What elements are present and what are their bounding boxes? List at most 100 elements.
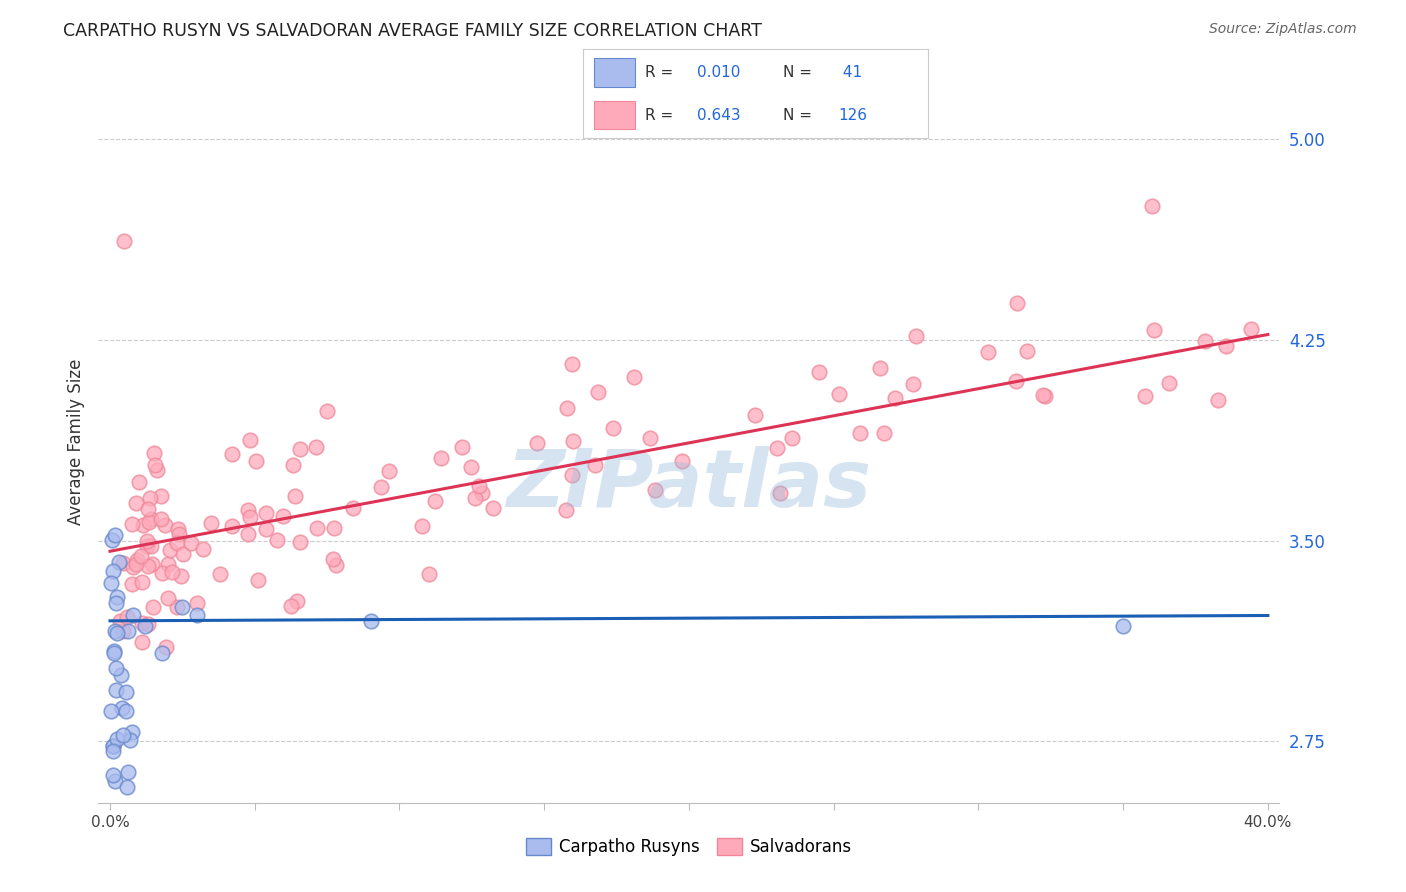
Point — [468, 479, 491, 493]
Point — [221, 447, 243, 461]
Point — [172, 600, 194, 615]
Point — [105, 626, 128, 640]
Point — [1033, 389, 1056, 403]
Point — [104, 528, 127, 542]
Point — [280, 599, 302, 614]
Point — [283, 458, 305, 472]
Text: 0.643: 0.643 — [697, 108, 741, 122]
Point — [1017, 344, 1039, 359]
Point — [110, 615, 132, 629]
Point — [125, 553, 148, 567]
Point — [112, 728, 135, 742]
Point — [138, 515, 160, 529]
Point — [342, 501, 364, 516]
Point — [131, 575, 153, 590]
Point — [1005, 295, 1028, 310]
Point — [254, 522, 277, 536]
Point — [139, 539, 162, 553]
Point — [150, 566, 173, 580]
Point — [117, 764, 139, 779]
Point — [378, 464, 401, 478]
Point — [977, 345, 1000, 359]
Point — [136, 534, 159, 549]
Text: R =: R = — [645, 108, 679, 122]
Point — [254, 506, 277, 520]
Point — [1133, 389, 1156, 403]
Point — [766, 442, 789, 456]
Point — [134, 619, 156, 633]
Text: N =: N = — [783, 108, 817, 122]
Point — [100, 704, 122, 718]
Point — [238, 526, 260, 541]
Point — [266, 533, 288, 547]
Point — [129, 549, 152, 564]
Point — [115, 704, 138, 718]
Point — [115, 780, 138, 794]
Point — [245, 454, 267, 468]
Point — [105, 732, 128, 747]
Point — [644, 483, 666, 497]
Point — [561, 468, 583, 483]
Bar — [593, 101, 636, 129]
Point — [101, 564, 124, 578]
Point — [186, 596, 208, 610]
Point — [139, 512, 162, 526]
Point — [554, 502, 576, 516]
Point — [307, 521, 329, 535]
Point — [101, 743, 124, 757]
Point — [103, 646, 125, 660]
Point — [208, 566, 231, 581]
Point — [1140, 199, 1163, 213]
Point — [108, 555, 131, 569]
Point — [200, 516, 222, 530]
Point — [156, 591, 179, 605]
Point — [273, 509, 295, 524]
Point — [170, 569, 193, 583]
Point — [905, 329, 928, 343]
Point — [322, 552, 344, 566]
Point — [186, 608, 208, 623]
Point — [246, 573, 269, 587]
Point — [315, 403, 337, 417]
Text: CARPATHO RUSYN VS SALVADORAN AVERAGE FAMILY SIZE CORRELATION CHART: CARPATHO RUSYN VS SALVADORAN AVERAGE FAM… — [63, 22, 762, 40]
Legend: Carpatho Rusyns, Salvadorans: Carpatho Rusyns, Salvadorans — [519, 831, 859, 863]
Point — [903, 376, 925, 391]
Point — [142, 446, 165, 460]
Point — [323, 521, 346, 535]
Point — [849, 426, 872, 441]
Point — [166, 600, 188, 615]
Point — [115, 684, 138, 698]
Point — [425, 494, 447, 508]
Point — [136, 501, 159, 516]
Point — [239, 509, 262, 524]
Point — [166, 536, 188, 550]
Point — [141, 558, 163, 572]
Point — [112, 624, 135, 639]
Text: Source: ZipAtlas.com: Source: ZipAtlas.com — [1209, 22, 1357, 37]
Point — [1032, 388, 1054, 402]
Point — [115, 609, 138, 624]
Point — [1159, 376, 1181, 390]
Point — [1194, 334, 1216, 348]
Point — [285, 593, 308, 607]
Point — [121, 576, 143, 591]
Point — [290, 534, 312, 549]
Text: R =: R = — [645, 65, 679, 79]
Point — [153, 518, 176, 533]
Text: ZIPatlas: ZIPatlas — [506, 446, 872, 524]
Point — [132, 517, 155, 532]
Point — [159, 543, 181, 558]
Text: 0.010: 0.010 — [697, 65, 741, 79]
Point — [780, 431, 803, 445]
Point — [157, 557, 180, 571]
Point — [167, 522, 190, 536]
Point — [172, 547, 194, 561]
Point — [167, 526, 190, 541]
Point — [744, 408, 766, 422]
Point — [104, 774, 127, 789]
Point — [360, 614, 382, 628]
Point — [149, 511, 172, 525]
Point — [122, 608, 145, 623]
Point — [112, 234, 135, 248]
Point — [290, 442, 312, 457]
